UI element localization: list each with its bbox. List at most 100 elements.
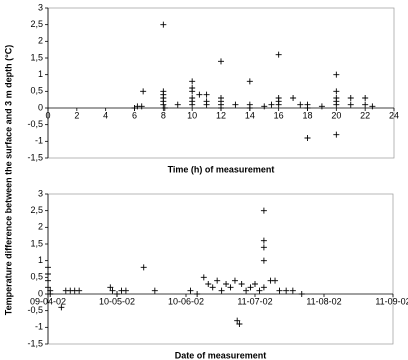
point bbox=[333, 131, 340, 138]
point bbox=[362, 95, 369, 101]
point bbox=[76, 287, 83, 294]
y-tick-label: 3 bbox=[38, 2, 43, 12]
point bbox=[151, 287, 158, 294]
point bbox=[236, 321, 243, 327]
y-tick-label: 0,5 bbox=[30, 86, 43, 96]
point bbox=[122, 287, 129, 294]
x-tick-label: 11-07-02 bbox=[237, 296, 272, 306]
x-tick-label: 10-06-02 bbox=[168, 296, 204, 306]
y-tick-label: -1 bbox=[35, 136, 43, 146]
x-tick-label: 12 bbox=[216, 110, 226, 120]
point bbox=[272, 277, 279, 284]
point bbox=[189, 78, 196, 85]
point bbox=[232, 101, 239, 108]
point bbox=[140, 88, 147, 95]
point bbox=[268, 101, 275, 108]
point bbox=[187, 287, 194, 294]
y-tick-label: -1,5 bbox=[27, 152, 43, 162]
x-axis-label: Date of measurement bbox=[175, 350, 267, 360]
y-tick-label: 2 bbox=[38, 222, 43, 232]
point bbox=[243, 287, 250, 294]
x-tick-label: 14 bbox=[245, 110, 255, 120]
y-tick-label: 2,5 bbox=[30, 205, 43, 215]
y-tick-label: 3 bbox=[38, 188, 43, 198]
point bbox=[318, 103, 325, 110]
point bbox=[362, 101, 369, 108]
point bbox=[260, 244, 267, 251]
y-tick-label: 0,5 bbox=[30, 272, 43, 282]
x-tick-label: 16 bbox=[274, 110, 284, 120]
y-tick-label: -0,5 bbox=[27, 305, 43, 315]
point bbox=[58, 304, 65, 311]
point bbox=[333, 88, 340, 95]
point bbox=[161, 105, 168, 111]
point bbox=[218, 287, 225, 294]
point bbox=[203, 101, 210, 108]
x-tick-label: 09-04-02 bbox=[30, 296, 66, 306]
y-tick-label: 1 bbox=[38, 69, 43, 79]
y-tick-label: 0 bbox=[38, 288, 43, 298]
point bbox=[246, 78, 253, 85]
point bbox=[47, 291, 54, 297]
point bbox=[160, 101, 167, 108]
point bbox=[246, 105, 253, 111]
x-tick-label: 20 bbox=[331, 110, 341, 120]
point bbox=[109, 287, 116, 294]
x-axis-label: Time (h) of measurement bbox=[168, 164, 275, 174]
point bbox=[218, 105, 224, 111]
point bbox=[234, 317, 241, 324]
point bbox=[297, 101, 304, 108]
point bbox=[194, 291, 201, 297]
x-tick-label: 11-09-02 bbox=[375, 296, 408, 306]
x-tick-label: 10-05-02 bbox=[99, 296, 135, 306]
point bbox=[203, 91, 210, 98]
point bbox=[189, 88, 196, 95]
point bbox=[261, 103, 268, 110]
point bbox=[290, 95, 297, 101]
point bbox=[218, 58, 224, 65]
x-tick-label: 11-08-02 bbox=[306, 296, 341, 306]
point bbox=[45, 284, 51, 291]
x-tick-label: 4 bbox=[103, 110, 108, 120]
point bbox=[347, 101, 354, 108]
y-tick-label: 2 bbox=[38, 36, 43, 46]
y-tick-label: -1,5 bbox=[27, 338, 43, 348]
point bbox=[260, 237, 267, 244]
point bbox=[275, 101, 282, 108]
point bbox=[138, 103, 145, 110]
point bbox=[231, 277, 238, 284]
point bbox=[256, 287, 263, 294]
point bbox=[209, 284, 216, 291]
x-tick-label: 0 bbox=[45, 110, 50, 120]
point bbox=[347, 95, 354, 101]
x-tick-label: 2 bbox=[74, 110, 79, 120]
y-tick-label: 2,5 bbox=[30, 19, 43, 29]
x-tick-label: 6 bbox=[132, 110, 137, 120]
point bbox=[114, 291, 120, 297]
point bbox=[196, 91, 203, 98]
point bbox=[45, 277, 51, 284]
y-tick-label: -1 bbox=[35, 322, 43, 332]
point bbox=[140, 264, 147, 271]
point bbox=[189, 101, 196, 108]
point bbox=[260, 284, 267, 291]
y-tick-label: 1,5 bbox=[30, 52, 43, 62]
point bbox=[227, 284, 234, 291]
point bbox=[298, 291, 305, 297]
point bbox=[304, 135, 311, 141]
point bbox=[283, 287, 290, 294]
point bbox=[223, 281, 230, 287]
point bbox=[45, 264, 51, 271]
point bbox=[304, 105, 311, 111]
point bbox=[260, 257, 267, 264]
y-axis-label: Temperature difference between the surfa… bbox=[3, 45, 13, 316]
y-tick-label: -0,5 bbox=[27, 119, 43, 129]
x-tick-label: 18 bbox=[302, 110, 312, 120]
point bbox=[45, 271, 51, 277]
point bbox=[107, 284, 114, 291]
point bbox=[238, 281, 245, 287]
point bbox=[247, 284, 254, 291]
point bbox=[200, 274, 207, 281]
point bbox=[252, 281, 258, 287]
